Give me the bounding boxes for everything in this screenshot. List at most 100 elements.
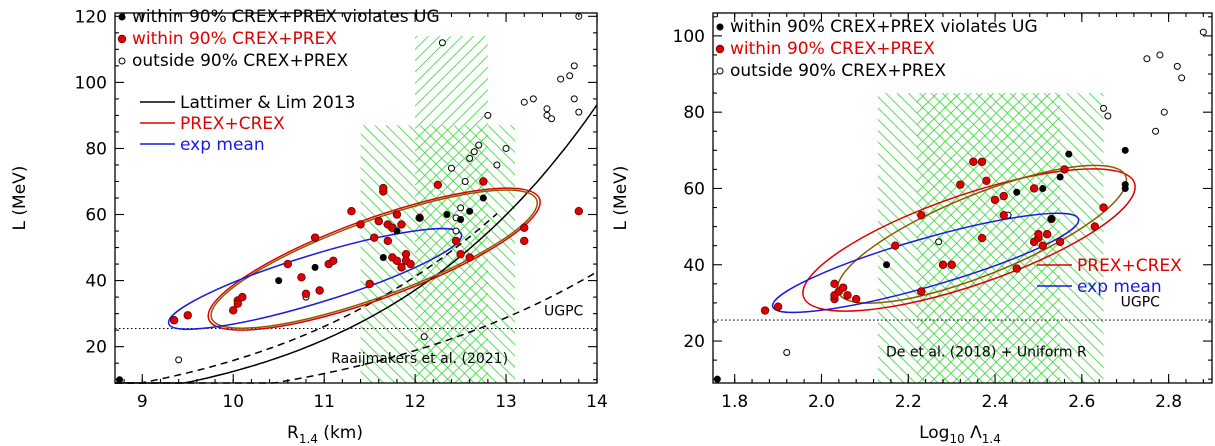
point-outside	[1156, 51, 1164, 59]
point-within	[520, 236, 529, 246]
point-within	[999, 191, 1008, 201]
point-violates-ug	[466, 207, 474, 215]
lattimer-bound-dashed	[115, 213, 498, 384]
x-tick-label: 9	[137, 392, 148, 412]
point-violates-ug	[443, 211, 451, 219]
point-within	[851, 294, 861, 304]
legend-marker-violates-ug	[118, 13, 126, 21]
point-within	[977, 233, 987, 243]
legend-line-label: Lattimer & Lim 2013	[180, 93, 355, 113]
y-tick-label: 20	[683, 332, 705, 352]
point-outside	[1173, 62, 1181, 70]
lattimer-fit-curve	[115, 104, 598, 384]
point-outside	[438, 39, 446, 47]
point-outside	[452, 227, 460, 235]
point-outside	[1160, 108, 1168, 116]
point-outside	[175, 356, 183, 364]
ugpc-label: UGPC	[544, 303, 584, 319]
point-outside	[783, 348, 791, 356]
point-within	[238, 292, 247, 302]
x-tick-label: 10	[222, 392, 244, 412]
point-outside	[529, 95, 537, 103]
y-axis-title: L (MeV)	[611, 166, 631, 231]
point-within	[977, 157, 987, 166]
x-tick-label: 11	[313, 392, 335, 412]
y-tick-label: 40	[85, 272, 107, 292]
point-within	[1029, 184, 1039, 193]
point-within	[982, 176, 991, 186]
left-panel: 9 10 11 12 13 14 20 40 60 80 100 120 L (MeV) R1.4 (km…	[10, 7, 608, 446]
point-outside	[484, 111, 492, 119]
x-axis-title-sub: 10	[949, 432, 964, 446]
point-outside	[570, 95, 578, 103]
point-within	[1060, 165, 1069, 174]
legend-line-label: PREX+CREX	[180, 114, 285, 134]
legend-label: within 90% CREX+PREX violates UG	[730, 17, 1038, 37]
point-outside	[1100, 104, 1108, 112]
point-violates-ug	[883, 261, 891, 269]
point-outside	[447, 164, 455, 172]
legend-marker-outside	[118, 57, 126, 65]
x-axis-title-main: R	[287, 423, 299, 443]
point-violates-ug	[1065, 150, 1073, 158]
y-tick-label: 80	[683, 103, 705, 123]
point-within	[843, 291, 852, 300]
point-within	[383, 236, 393, 246]
point-outside	[461, 177, 469, 185]
point-violates-ug	[1121, 146, 1129, 154]
x-axis-title-symbol: Λ	[965, 423, 982, 443]
point-within	[365, 279, 374, 289]
point-violates-ug	[1121, 181, 1129, 189]
point-outside	[466, 154, 474, 162]
point-within	[830, 279, 839, 289]
point-within	[169, 316, 179, 325]
point-outside	[457, 204, 465, 212]
point-violates-ug	[479, 194, 487, 202]
legend-label: outside 90% CREX+PREX	[730, 61, 946, 81]
ugpc-label: UGPC	[1121, 295, 1161, 311]
point-violates-ug	[1013, 188, 1021, 196]
point-within	[574, 207, 584, 216]
point-outside	[575, 108, 583, 116]
x-tick-label: 2.2	[895, 392, 922, 412]
point-outside	[1152, 127, 1160, 135]
x-axis-title-main: Log	[919, 423, 949, 443]
point-within	[773, 302, 783, 311]
point-outside	[1178, 74, 1186, 82]
point-within	[369, 233, 379, 242]
y-tick-label: 80	[85, 139, 107, 159]
x-tick-label: 13	[495, 392, 517, 412]
point-within	[1038, 241, 1047, 250]
point-violates-ug	[1056, 173, 1064, 181]
legend-line-label: exp mean	[1077, 277, 1162, 297]
y-tick-label: 120	[75, 7, 107, 27]
point-violates-ug	[379, 253, 387, 261]
point-within	[456, 249, 465, 259]
point-within	[969, 157, 978, 166]
point-within	[433, 180, 443, 189]
legend-label: within 90% CREX+PREX	[132, 29, 337, 49]
point-within	[760, 306, 770, 315]
point-outside	[543, 105, 551, 113]
x-tick-label: 2.6	[1068, 392, 1095, 412]
point-within	[392, 256, 402, 265]
ellipse-exp-mean	[167, 227, 463, 330]
point-within	[947, 260, 956, 269]
plot-frame	[712, 12, 1213, 384]
point-within	[956, 180, 965, 189]
point-within	[451, 236, 461, 246]
plot-area	[713, 28, 1212, 384]
point-within	[917, 210, 926, 220]
legend-marker-within	[117, 34, 127, 44]
point-within	[1090, 222, 1100, 231]
source-annotation: Raaijmakers et al. (2021)	[331, 351, 508, 367]
point-within	[1099, 203, 1108, 212]
plot-area	[115, 12, 598, 384]
point-outside	[420, 333, 428, 341]
point-within	[838, 283, 848, 292]
point-within	[315, 286, 324, 295]
x-tick-label: 2.4	[982, 392, 1009, 412]
y-tick-label: 100	[75, 73, 107, 93]
point-within	[347, 207, 356, 216]
point-within	[1055, 237, 1065, 247]
